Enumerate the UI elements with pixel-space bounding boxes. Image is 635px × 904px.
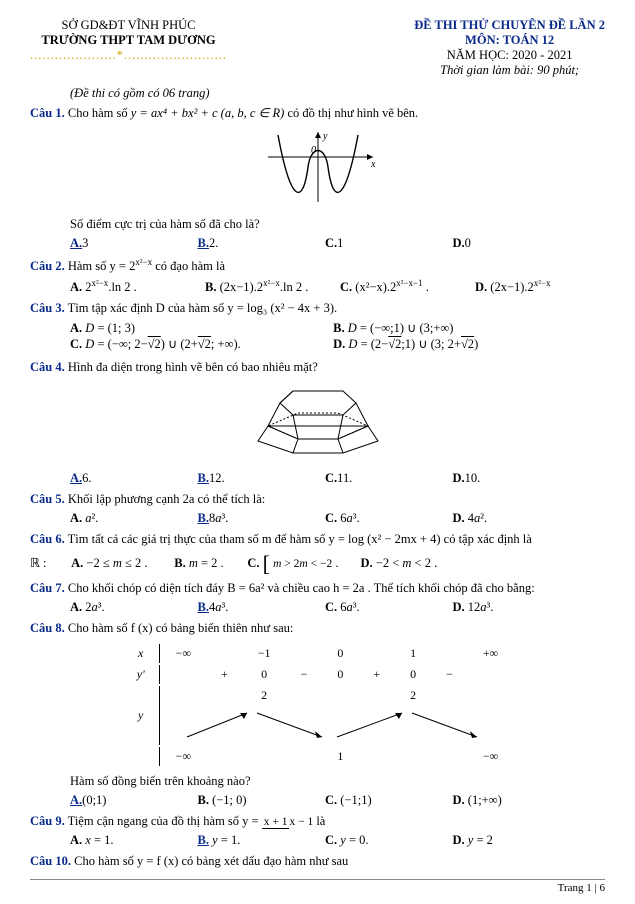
- q2-exp: x²−x: [135, 257, 152, 267]
- q3-label: Câu 3.: [30, 301, 65, 315]
- q8-C: (−1;1): [340, 793, 371, 807]
- q7-options: A. 2a³. B.4a³. C. 6a³. D. 12a³.: [70, 600, 580, 615]
- q6-label: Câu 6.: [30, 532, 65, 546]
- q8-A: (0;1): [82, 793, 106, 807]
- q8-options: A.(0;1) B. (−1; 0) C. (−1;1) D. (1;+∞): [70, 793, 580, 808]
- question-1: Câu 1. Cho hàm số y = ax⁴ + bx² + c (a, …: [30, 105, 605, 121]
- q7-text: Cho khối chóp có diện tích đáy B = 6a² v…: [68, 581, 535, 595]
- q8-text: Cho hàm số f (x) có bảng biến thiên như …: [68, 621, 293, 635]
- q8-B: (−1; 0): [212, 793, 246, 807]
- exam-header: SỞ GD&ĐT VĨNH PHÚC TRƯỜNG THPT TAM DƯƠNG…: [30, 18, 605, 78]
- q1-D: 0: [465, 236, 471, 250]
- question-3: Câu 3. Tìm tập xác định D của hàm số y =…: [30, 301, 605, 316]
- question-2: Câu 2. Hàm số y = 2x²−x có đạo hàm là: [30, 257, 605, 274]
- q7-label: Câu 7.: [30, 581, 65, 595]
- page-footer: Trang 1 | 6: [30, 879, 605, 894]
- q3-options-row2: C. D = (−∞; 2−√2) ∪ (2+√2; +∞). D. D = (…: [70, 336, 605, 352]
- q1-D-key: D.: [453, 236, 465, 250]
- q1-options: A.3 B.2. C.1 D.0: [70, 236, 580, 251]
- q10-label: Câu 10.: [30, 854, 71, 868]
- q1-text-b: có đồ thị như hình vẽ bên.: [287, 106, 418, 120]
- q5-label: Câu 5.: [30, 492, 65, 506]
- q9-text-b: là: [316, 814, 325, 828]
- subject: MÔN: TOÁN 12: [414, 33, 605, 48]
- page-note: (Đề thi có gồm có 06 trang): [70, 86, 605, 101]
- q5-options: A. a². B.8a³. C. 6a³. D. 4a².: [70, 511, 580, 526]
- q9-label: Câu 9.: [30, 814, 65, 828]
- q3-options-row1: A. D = (1; 3) B. D = (−∞;1) ∪ (3;+∞): [70, 320, 605, 336]
- q2-text2: có đạo hàm là: [155, 259, 225, 273]
- q6-options: ℝ : A. −2 ≤ m ≤ 2 . B. m = 2 . C. [ m > …: [30, 551, 605, 577]
- question-5: Câu 5. Khối lập phương cạnh 2a có thể tí…: [30, 492, 605, 507]
- q4-A: 6.: [82, 471, 91, 485]
- q1-C-key: C.: [325, 236, 337, 250]
- q4-text: Hình đa diện trong hình vẽ bên có bao nh…: [68, 360, 318, 374]
- dotline: .....................*..................…: [30, 48, 227, 63]
- q1-sub: Số điểm cực trị của hàm số đã cho là?: [70, 217, 605, 232]
- q1-expr: y = ax⁴ + bx² + c (a, b, c ∈ R): [131, 106, 285, 120]
- q2-text: Hàm số y = 2: [68, 259, 135, 273]
- school: TRƯỜNG THPT TAM DƯƠNG: [30, 33, 227, 48]
- q4-B: 12.: [209, 471, 225, 485]
- question-6: Câu 6. Tìm tất cả các giá trị thực của t…: [30, 532, 605, 547]
- q4-C: 11.: [337, 471, 352, 485]
- q4-label: Câu 4.: [30, 360, 65, 374]
- q9-den: x − 1: [289, 816, 313, 828]
- q2-label: Câu 2.: [30, 259, 65, 273]
- year: NĂM HỌC: 2020 - 2021: [414, 48, 605, 63]
- question-8: Câu 8. Cho hàm số f (x) có bảng biến thi…: [30, 621, 605, 636]
- q8-D: (1;+∞): [468, 793, 502, 807]
- q4-options: A.6. B.12. C.11. D.10.: [70, 471, 580, 486]
- q1-text-a: Cho hàm số: [68, 106, 131, 120]
- q9-num: x + 1: [262, 816, 290, 829]
- q4-D: 10.: [465, 471, 481, 485]
- q1-A-key: A.: [70, 236, 82, 250]
- q8-label: Câu 8.: [30, 621, 65, 635]
- q5-text: Khối lập phương cạnh 2a có thể tích là:: [68, 492, 265, 506]
- svg-text:x: x: [370, 159, 376, 170]
- q1-figure: 0 y x: [30, 127, 605, 211]
- svg-text:y: y: [322, 131, 328, 142]
- q8-sub: Hàm số đồng biến trên khoảng nào?: [70, 774, 605, 789]
- q9-text-a: Tiệm cận ngang của đồ thị hàm số y =: [68, 814, 262, 828]
- variation-table: x−∞−101+∞ y'+0−0+0− y 22 −∞1−∞: [121, 642, 514, 768]
- question-4: Câu 4. Hình đa diện trong hình vẽ bên có…: [30, 360, 605, 375]
- q6-R: ℝ :: [30, 555, 68, 571]
- question-9: Câu 9. Tiệm cận ngang của đồ thị hàm số …: [30, 814, 605, 829]
- polyhedron-icon: [238, 381, 398, 461]
- q9-options: A. x = 1. B. y = 1. C. y = 0. D. y = 2: [70, 833, 580, 848]
- q1-C: 1: [337, 236, 343, 250]
- question-7: Câu 7. Cho khối chóp có diện tích đáy B …: [30, 581, 605, 596]
- q1-B: 2.: [209, 236, 218, 250]
- q2-options: A. 2x²−x.ln 2 . B. (2x−1).2x²−x.ln 2 . C…: [70, 278, 610, 295]
- question-10: Câu 10. Cho hàm số y = f (x) có bảng xét…: [30, 854, 605, 869]
- arrows-icon: [177, 707, 497, 741]
- time: Thời gian làm bài: 90 phút;: [414, 63, 605, 78]
- title-block: ĐỀ THI THỬ CHUYÊN ĐỀ LẦN 2 MÔN: TOÁN 12 …: [414, 18, 605, 78]
- q4-figure: [30, 381, 605, 465]
- q1-B-key: B.: [198, 236, 209, 250]
- exam-title: ĐỀ THI THỬ CHUYÊN ĐỀ LẦN 2: [414, 18, 605, 33]
- q3-text: Tìm tập xác định D của hàm số y = log₃ (…: [68, 301, 337, 315]
- q1-A: 3: [82, 236, 88, 250]
- q10-text: Cho hàm số y = f (x) có bảng xét dấu đạo…: [74, 854, 348, 868]
- q6-text: Tìm tất cả các giá trị thực của tham số …: [68, 532, 532, 546]
- quartic-graph-icon: 0 y x: [253, 127, 383, 207]
- q1-label: Câu 1.: [30, 106, 65, 120]
- school-block: SỞ GD&ĐT VĨNH PHÚC TRƯỜNG THPT TAM DƯƠNG…: [30, 18, 227, 78]
- dept: SỞ GD&ĐT VĨNH PHÚC: [30, 18, 227, 33]
